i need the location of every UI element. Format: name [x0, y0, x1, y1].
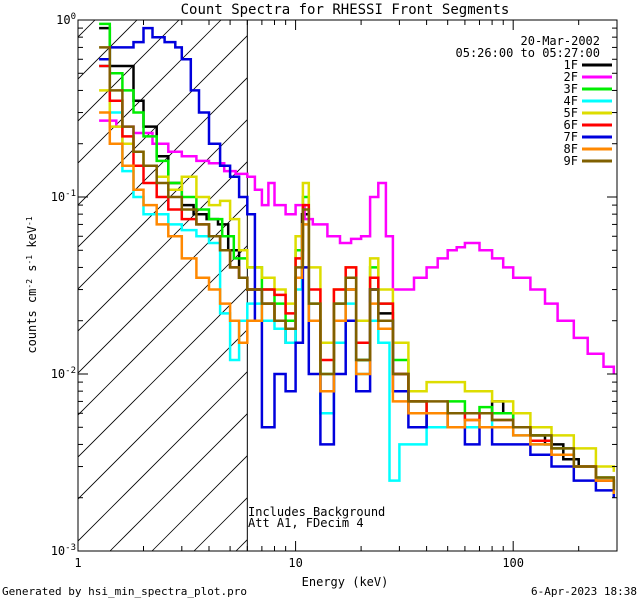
- series-line-5f: [99, 89, 616, 472]
- annotation-attenuator: Att A1, FDecim 4: [248, 516, 364, 530]
- plot-frame: [77, 19, 618, 552]
- legend-label-3f: 3F: [564, 82, 578, 96]
- y-tick-label: 10-2: [51, 366, 76, 381]
- legend-time-range: 05:26:00 to 05:27:00: [456, 46, 601, 60]
- axis-ticks: [77, 20, 618, 552]
- y-tick-label: 100: [56, 12, 76, 27]
- footer-generated-by: Generated by hsi_min_spectra_plot.pro: [2, 585, 247, 598]
- series-line-7f: [99, 26, 616, 498]
- series-line-9f: [99, 46, 616, 491]
- legend-label-2f: 2F: [564, 70, 578, 84]
- legend-label-7f: 7F: [564, 130, 578, 144]
- series-line-2f: [99, 119, 616, 374]
- x-tick-label: 100: [502, 556, 524, 570]
- x-tick-label: 1: [74, 556, 81, 570]
- x-axis-label: Energy (keV): [302, 575, 389, 589]
- legend-label-8f: 8F: [564, 142, 578, 156]
- y-tick-label: 10-3: [51, 543, 76, 558]
- legend-label-5f: 5F: [564, 106, 578, 120]
- chart-title: Count Spectra for RHESSI Front Segments: [181, 2, 510, 18]
- legend-date: 20-Mar-2002: [521, 34, 600, 48]
- y-axis-label: counts cm-2 s-1 keV-1: [25, 216, 40, 353]
- annotation-background: Includes Background: [248, 505, 385, 519]
- y-tick-label: 10-1: [51, 189, 76, 204]
- footer-timestamp: 6-Apr-2023 18:38: [531, 585, 637, 598]
- legend-label-6f: 6F: [564, 118, 578, 132]
- legend-label-1f: 1F: [564, 58, 578, 72]
- legend-label-9f: 9F: [564, 154, 578, 168]
- series-line-3f: [99, 22, 616, 487]
- series-line-1f: [99, 26, 616, 491]
- x-tick-label: 10: [288, 556, 302, 570]
- legend-label-4f: 4F: [564, 94, 578, 108]
